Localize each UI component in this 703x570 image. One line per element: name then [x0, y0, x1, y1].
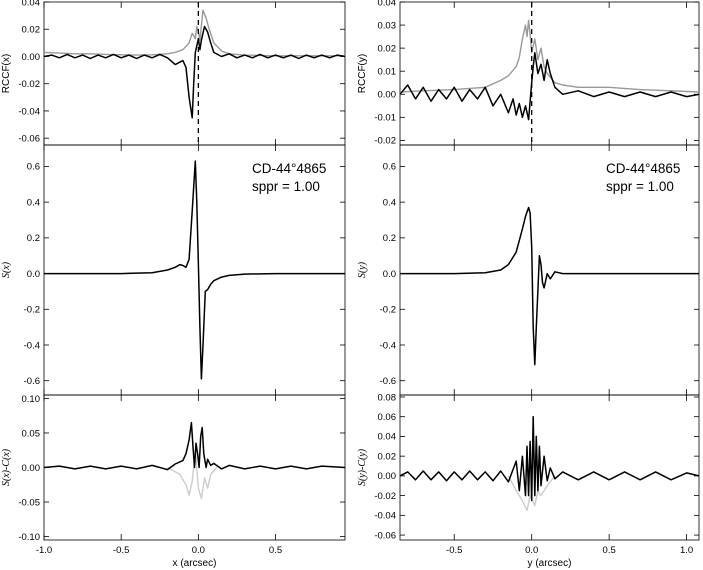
rccf-y-ytick-label: 0.00 [378, 90, 397, 101]
resid-x-xtick-label: -1.0 [36, 545, 52, 556]
resid-x-xtick-label: 0.0 [192, 545, 205, 556]
s-y-series-0 [400, 206, 699, 366]
s-y-star-label: CD-44°4865 [606, 161, 680, 176]
rccf-y-ytick-label: -0.02 [374, 136, 396, 147]
s-x-ytick-label: 0.6 [27, 162, 40, 173]
resid-y-xtick-label: 0.5 [603, 545, 616, 556]
rccf-y-series-0 [400, 19, 699, 93]
s-x-series-0 [44, 160, 345, 380]
rccf-y-ytick-label: 0.02 [378, 43, 397, 54]
resid-x-xlabel: x (arcsec) [173, 558, 217, 569]
s-y-ylabel: S(y) [357, 261, 368, 278]
resid-x-ytick-label: 0.00 [22, 463, 41, 474]
rccf-x-ytick-label: -0.06 [18, 133, 40, 144]
resid-y-ytick-label: -0.06 [374, 530, 396, 541]
s-y-ytick-label: -0.4 [380, 340, 396, 351]
resid-y-series-1 [400, 415, 699, 502]
s-x-ytick-label: -0.2 [24, 305, 40, 316]
resid-y-ytick-label: 0.08 [378, 392, 397, 403]
s-x-ytick-label: 0.0 [27, 269, 40, 280]
resid-x-panel: -0.10 -0.05 0.00 0.05 0.10 -1.0 -0.5 0.0 0.5 S(x)… [1, 394, 346, 569]
resid-y-xtick-label: -0.5 [446, 545, 462, 556]
s-x-sppr-label: sppr = 1.00 [252, 179, 320, 194]
rccf-x-series-0 [44, 9, 345, 57]
resid-y-xtick-label: 0.0 [525, 545, 538, 556]
resid-y-panel: -0.06 -0.04 -0.02 0.00 0.02 0.04 0.06 0.08 -0.5 0… [357, 392, 700, 569]
s-y-ytick-label: 0.2 [383, 233, 396, 244]
s-x-ytick-label: 0.4 [27, 197, 40, 208]
s-x-ytick-label: -0.4 [24, 340, 40, 351]
resid-y-ytick-label: -0.02 [374, 491, 396, 502]
resid-y-series-0 [507, 475, 556, 512]
rccf-x-ytick-label: -0.04 [18, 106, 40, 117]
resid-x-series-1 [44, 421, 345, 471]
rccf-y-ytick-label: 0.04 [378, 0, 397, 8]
resid-x-ytick-label: 0.05 [22, 428, 41, 439]
rccf-y-series-1 [400, 51, 699, 121]
resid-y-ytick-label: -0.04 [374, 511, 396, 522]
rccf-x-ytick-label: 0.02 [22, 25, 41, 36]
resid-x-ylabel: S(x)-C(x) [1, 448, 12, 486]
s-x-panel: -0.6 -0.4 -0.2 0.0 0.2 0.4 0.6 S(x) CD-44°4865 sp… [1, 144, 346, 396]
s-x-ytick-label: -0.6 [24, 376, 40, 387]
s-y-panel: -0.6 -0.4 -0.2 0.0 0.2 0.4 0.6 S(y) CD-44°4865 sp… [357, 144, 700, 396]
rccf-y-ylabel: RCCF(y) [357, 54, 368, 93]
s-y-ytick-label: -0.6 [380, 376, 396, 387]
resid-y-ylabel: S(y)-C(y) [357, 448, 368, 486]
s-x-ytick-label: 0.2 [27, 233, 40, 244]
resid-y-frame [399, 394, 700, 541]
rccf-y-panel: -0.02 -0.01 0.00 0.01 0.02 0.03 0.04 RCCF(y) [357, 0, 700, 147]
rccf-x-series-1 [44, 25, 345, 119]
rccf-y-frame [399, 1, 700, 146]
resid-y-ytick-label: 0.02 [378, 451, 397, 462]
s-x-star-label: CD-44°4865 [252, 161, 326, 176]
s-y-ytick-label: 0.0 [383, 269, 396, 280]
s-y-sppr-label: sppr = 1.00 [606, 179, 674, 194]
resid-x-ytick-label: -0.10 [18, 532, 40, 543]
rccf-x-ylabel: RCCF(x) [1, 54, 12, 93]
resid-y-ytick-label: 0.04 [378, 432, 397, 443]
resid-x-xtick-label: 0.5 [269, 545, 282, 556]
resid-x-series-0 [167, 449, 218, 500]
resid-y-xtick-label: 1.0 [680, 545, 693, 556]
rccf-y-ytick-label: 0.03 [378, 20, 397, 31]
s-x-ylabel: S(x) [1, 261, 12, 278]
s-y-ytick-label: -0.2 [380, 305, 396, 316]
resid-x-xtick-label: -0.5 [113, 545, 129, 556]
rccf-y-ytick-label: -0.01 [374, 113, 396, 124]
rccf-x-ytick-label: -0.02 [18, 79, 40, 90]
resid-y-xlabel: y (arcsec) [528, 558, 572, 569]
s-y-ytick-label: 0.6 [383, 162, 396, 173]
resid-x-ytick-label: 0.10 [22, 394, 41, 405]
resid-x-ytick-label: -0.05 [18, 497, 40, 508]
resid-y-ytick-label: 0.06 [378, 412, 397, 423]
rccf-x-ytick-label: 0.04 [22, 0, 41, 8]
rccf-x-panel: -0.06 -0.04 -0.02 0.00 0.02 0.04 RCCF(x) [1, 0, 346, 146]
s-y-ytick-label: 0.4 [383, 197, 396, 208]
rccf-x-ytick-label: 0.00 [22, 52, 41, 63]
resid-y-ytick-label: 0.00 [378, 471, 397, 482]
rccf-y-ytick-label: 0.01 [378, 66, 397, 77]
